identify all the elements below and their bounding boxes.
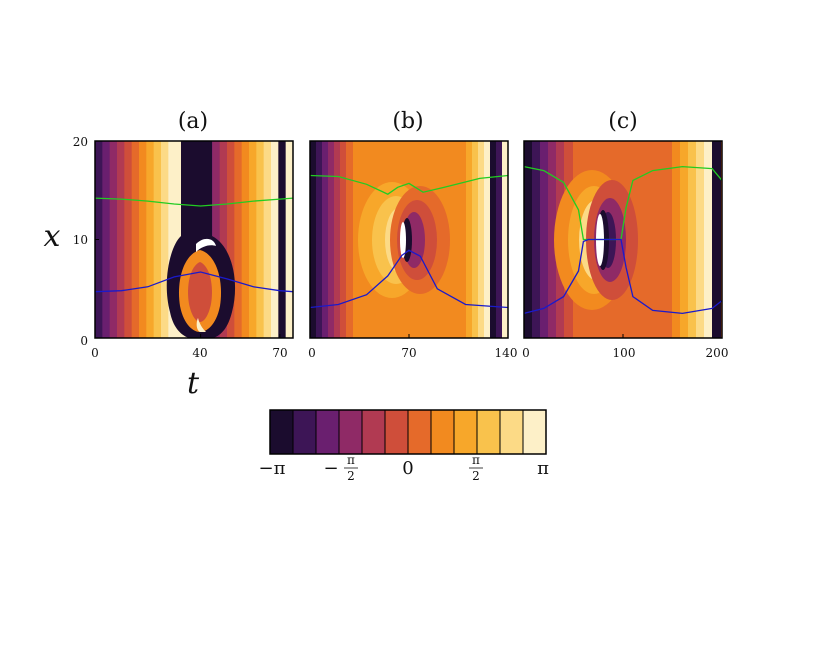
series-line [523, 238, 723, 315]
panel-a [94, 140, 294, 339]
x-tick-label: 40 [192, 346, 207, 360]
panel-c [523, 140, 723, 339]
colorbar-swatch [522, 409, 547, 455]
colorbar-tick-label: 0 [402, 458, 413, 479]
colorbar-swatch [315, 409, 340, 455]
x-tick-label: 70 [272, 346, 287, 360]
series-line [94, 271, 294, 293]
colorbar-swatch [269, 409, 294, 455]
colorbar-tick-label: −π [259, 458, 286, 479]
colorbar-tick-label: − π 2 [323, 453, 358, 483]
colorbar-swatch [407, 409, 432, 455]
colorbar-tick-label: π [537, 458, 549, 479]
colorbar [269, 409, 547, 455]
panel-b [309, 140, 509, 339]
x-axis-label: t [187, 366, 200, 401]
colorbar-swatch [361, 409, 386, 455]
y-tick-label: 0 [80, 334, 88, 348]
panel-c-title: (c) [608, 109, 638, 134]
colorbar-swatch [476, 409, 501, 455]
series-line [309, 249, 509, 309]
panel-a-title: (a) [178, 109, 208, 134]
svg-text:−: − [323, 458, 338, 479]
svg-text:2: 2 [472, 469, 480, 483]
svg-text:π: π [472, 453, 480, 467]
x-tick-label: 0 [91, 346, 99, 360]
x-tick-label: 0 [308, 346, 316, 360]
svg-text:π: π [347, 453, 355, 467]
x-tick-label: 0 [522, 346, 530, 360]
y-tick-label: 20 [73, 135, 88, 149]
y-axis-label: x [44, 219, 61, 254]
colorbar-swatch [430, 409, 455, 455]
svg-text:2: 2 [347, 469, 355, 483]
colorbar-swatch [338, 409, 363, 455]
y-tick-label: 10 [73, 233, 88, 247]
x-tick-label: 140 [495, 346, 518, 360]
x-tick-label: 100 [613, 346, 636, 360]
series-line [94, 197, 294, 207]
colorbar-swatch [292, 409, 317, 455]
x-tick-label: 200 [706, 346, 729, 360]
series-line [309, 174, 509, 195]
colorbar-swatch [453, 409, 478, 455]
colorbar-swatch [384, 409, 409, 455]
panel-b-title: (b) [392, 109, 423, 134]
colorbar-swatch [499, 409, 524, 455]
x-tick-label: 70 [401, 346, 416, 360]
colorbar-tick-label: π 2 [469, 453, 483, 483]
